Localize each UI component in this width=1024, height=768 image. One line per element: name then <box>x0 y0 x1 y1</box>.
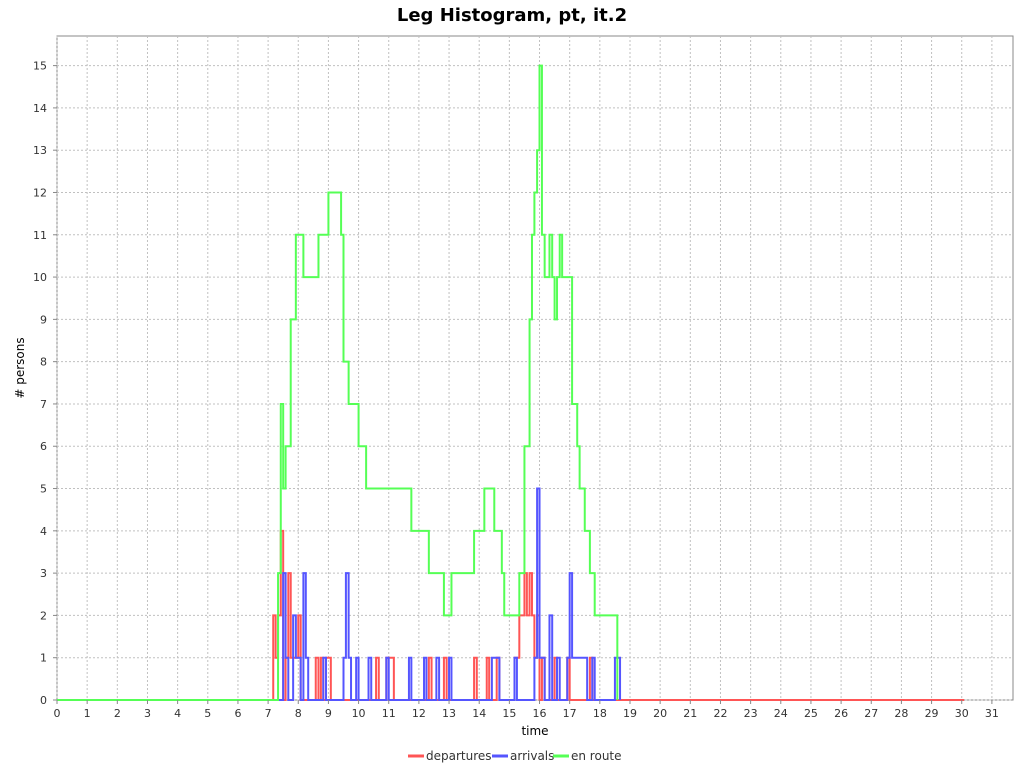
x-tick-label: 23 <box>744 707 758 720</box>
x-axis-ticks: 0 1 2 3 4 5 6 7 8 9 10 11 12 13 14 15 16 17 18 19 20 21 22 23 24… <box>54 700 999 720</box>
x-tick-label: 7 <box>265 707 272 720</box>
y-axis-label: # persons <box>13 337 27 398</box>
y-tick-label: 5 <box>40 483 47 496</box>
x-tick-label: 0 <box>54 707 61 720</box>
x-tick-label: 1 <box>84 707 91 720</box>
x-tick-label: 16 <box>533 707 547 720</box>
x-tick-label: 25 <box>804 707 818 720</box>
y-tick-label: 3 <box>40 567 47 580</box>
x-tick-label: 13 <box>442 707 456 720</box>
y-tick-label: 13 <box>33 144 47 157</box>
series-line-en-route <box>57 64 619 701</box>
x-tick-label: 10 <box>352 707 366 720</box>
x-tick-label: 20 <box>653 707 667 720</box>
y-tick-label: 2 <box>40 609 47 622</box>
x-axis-label: time <box>521 724 548 738</box>
y-tick-label: 6 <box>40 440 47 453</box>
legend-label-en-route: en route <box>571 749 622 763</box>
series-lines <box>57 64 965 701</box>
y-tick-label: 1 <box>40 652 47 665</box>
y-tick-label: 9 <box>40 313 47 326</box>
y-tick-label: 15 <box>33 60 47 73</box>
x-tick-label: 9 <box>325 707 332 720</box>
x-tick-label: 30 <box>955 707 969 720</box>
x-tick-label: 27 <box>864 707 878 720</box>
y-tick-label: 11 <box>33 229 47 242</box>
y-tick-label: 7 <box>40 398 47 411</box>
x-tick-label: 22 <box>713 707 727 720</box>
x-tick-label: 24 <box>774 707 788 720</box>
x-tick-label: 17 <box>563 707 577 720</box>
x-tick-label: 5 <box>204 707 211 720</box>
plot-area <box>56 35 1014 701</box>
x-tick-label: 14 <box>472 707 486 720</box>
x-tick-label: 12 <box>412 707 426 720</box>
x-tick-label: 28 <box>894 707 908 720</box>
y-tick-label: 10 <box>33 271 47 284</box>
series-line-departures <box>57 529 965 701</box>
legend-label-departures: departures <box>426 749 492 763</box>
legend: departures arrivals en route <box>408 749 622 763</box>
x-tick-label: 29 <box>925 707 939 720</box>
series-line-arrivals <box>57 487 622 701</box>
x-tick-label: 21 <box>683 707 697 720</box>
y-tick-label: 8 <box>40 356 47 369</box>
x-tick-label: 3 <box>144 707 151 720</box>
x-tick-label: 18 <box>593 707 607 720</box>
y-tick-label: 4 <box>40 525 47 538</box>
x-tick-label: 19 <box>623 707 637 720</box>
legend-label-arrivals: arrivals <box>510 749 554 763</box>
y-tick-label: 14 <box>33 102 47 115</box>
x-tick-label: 26 <box>834 707 848 720</box>
x-tick-label: 31 <box>985 707 999 720</box>
x-tick-label: 8 <box>295 707 302 720</box>
x-tick-label: 15 <box>502 707 516 720</box>
y-tick-label: 12 <box>33 186 47 199</box>
x-tick-label: 6 <box>234 707 241 720</box>
x-tick-label: 11 <box>382 707 396 720</box>
x-tick-label: 2 <box>114 707 121 720</box>
x-tick-label: 4 <box>174 707 181 720</box>
chart-title: Leg Histogram, pt, it.2 <box>397 5 627 26</box>
y-tick-label: 0 <box>40 694 47 707</box>
